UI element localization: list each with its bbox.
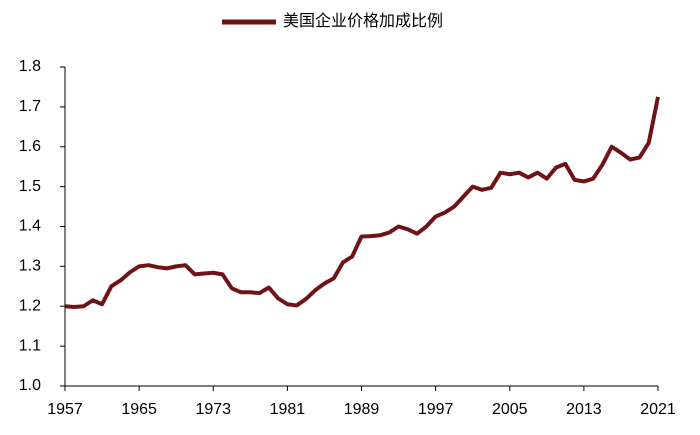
x-tick-label: 2005 <box>492 401 528 418</box>
x-tick-label: 1997 <box>418 401 454 418</box>
y-tick-label: 1.7 <box>19 98 41 115</box>
x-tick-label: 1981 <box>270 401 306 418</box>
y-tick-label: 1.6 <box>19 138 41 155</box>
y-tick-label: 1.0 <box>19 377 41 394</box>
x-tick-label: 2013 <box>566 401 602 418</box>
y-tick-label: 1.8 <box>19 58 41 75</box>
x-tick-label: 1957 <box>47 401 83 418</box>
legend-label: 美国企业价格加成比例 <box>283 12 443 30</box>
data-line <box>64 96 660 310</box>
x-tick-label: 1965 <box>121 401 157 418</box>
x-tick-label: 1989 <box>344 401 380 418</box>
y-tick-label: 1.3 <box>19 258 41 275</box>
y-tick-label: 1.2 <box>19 297 41 314</box>
y-tick-label: 1.1 <box>19 337 41 354</box>
x-tick-label: 1973 <box>195 401 231 418</box>
y-tick-label: 1.4 <box>19 218 41 235</box>
x-tick-label: 2021 <box>640 401 676 418</box>
y-tick-label: 1.5 <box>19 178 41 195</box>
